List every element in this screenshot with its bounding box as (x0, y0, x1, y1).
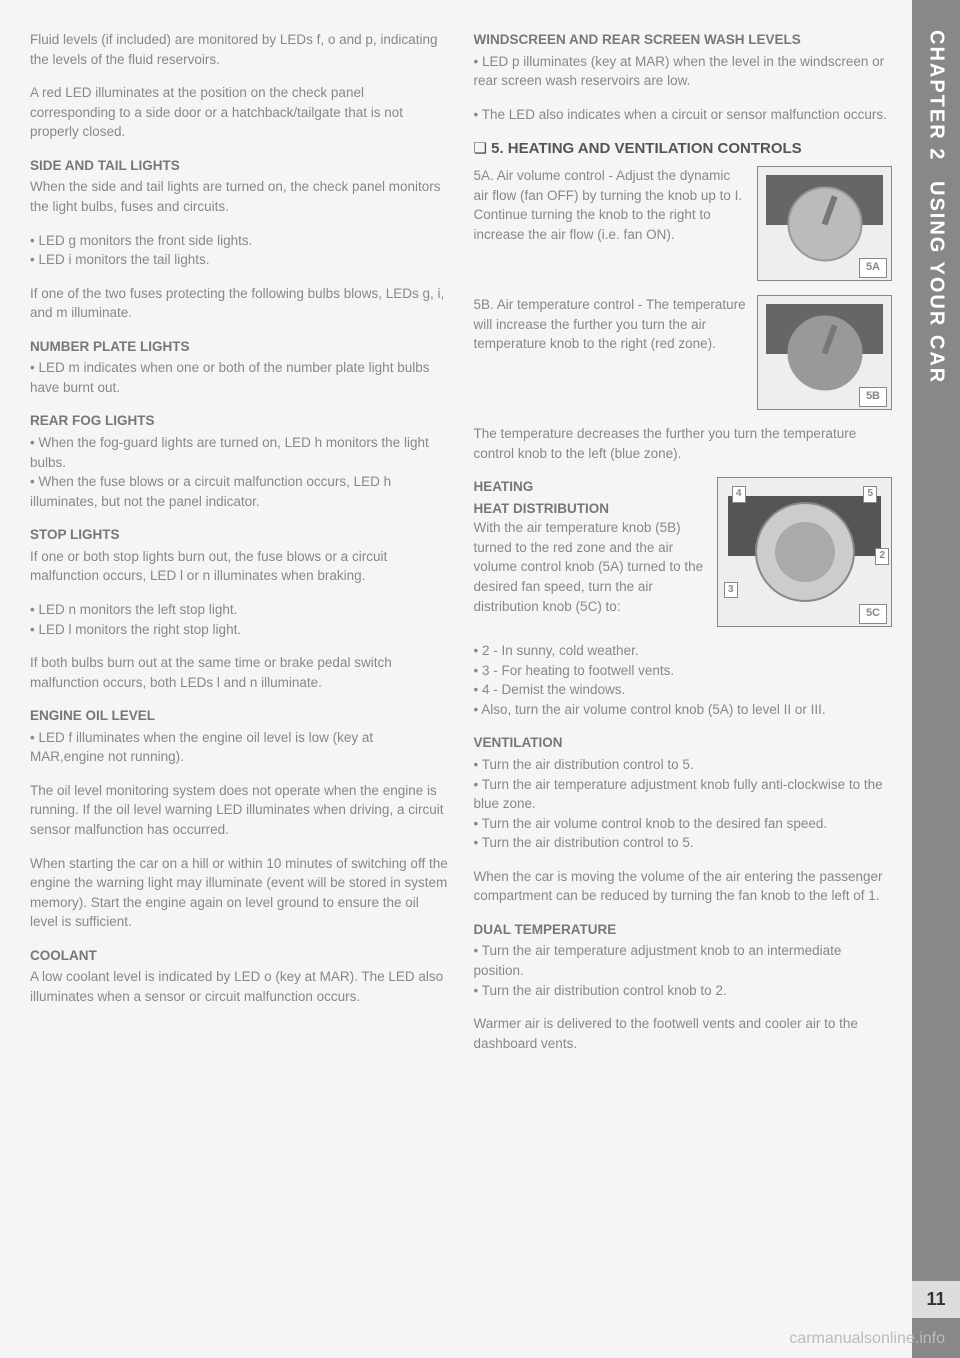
engine-oil-title: ENGINE OIL LEVEL (30, 706, 449, 726)
number-plate-title: NUMBER PLATE LIGHTS (30, 337, 449, 357)
page: Fluid levels (if included) are monitored… (0, 0, 960, 1358)
intro-para-1: Fluid levels (if included) are monitored… (30, 30, 449, 69)
rear-fog-title: REAR FOG LIGHTS (30, 411, 449, 431)
fig-num-2: 2 (875, 548, 889, 565)
side-tail-p2: If one of the two fuses protecting the f… (30, 284, 449, 323)
knob-icon (787, 186, 862, 261)
heating-b2: 3 - For heating to footwell vents. (474, 661, 893, 681)
sidebar-title: USING YOUR CAR (925, 181, 948, 384)
windwash-b2: The LED also indicates when a circuit or… (474, 105, 893, 125)
side-tail-p1: When the side and tail lights are turned… (30, 177, 449, 216)
dualtemp-b1: Turn the air temperature adjustment knob… (474, 941, 893, 980)
engine-oil-p2: When starting the car on a hill or withi… (30, 854, 449, 932)
engine-oil-b1: LED f illuminates when the engine oil le… (30, 728, 449, 767)
figure-5c-label: 5C (859, 604, 887, 624)
vent-p1: When the car is moving the volume of the… (474, 867, 893, 906)
windwash-title: WINDSCREEN AND REAR SCREEN WASH LEVELS (474, 30, 893, 50)
section-5b-cont: The temperature decreases the further yo… (474, 424, 893, 463)
dualtemp-title: DUAL TEMPERATURE (474, 920, 893, 940)
stop-p1: If one or both stop lights burn out, the… (30, 547, 449, 586)
knob-icon (787, 315, 862, 390)
section-5b-text: 5B. Air temperature control - The temper… (474, 295, 748, 354)
section5-heading: 5. HEATING AND VENTILATION CONTROLS (474, 138, 893, 160)
rear-fog-b2: When the fuse blows or a circuit malfunc… (30, 472, 449, 511)
vent-b4: Turn the air distribution control to 5. (474, 833, 893, 853)
rear-fog-b1: When the fog-guard lights are turned on,… (30, 433, 449, 472)
heating-b1: 2 - In sunny, cold weather. (474, 641, 893, 661)
page-number: 11 (912, 1281, 960, 1318)
stop-title: STOP LIGHTS (30, 525, 449, 545)
side-tail-title: SIDE AND TAIL LIGHTS (30, 156, 449, 176)
windwash-b1: LED p illuminates (key at MAR) when the … (474, 52, 893, 91)
fig-num-4: 4 (732, 486, 746, 503)
side-tail-b1: LED g monitors the front side lights. (30, 231, 449, 251)
stop-p2: If both bulbs burn out at the same time … (30, 653, 449, 692)
heating-b4: Also, turn the air volume control knob (… (474, 700, 893, 720)
section-5a-text: 5A. Air volume control - Adjust the dyna… (474, 166, 748, 244)
fig-num-3: 3 (724, 582, 738, 599)
heating-b3: 4 - Demist the windows. (474, 680, 893, 700)
figure-5b-label: 5B (859, 387, 887, 407)
left-column: Fluid levels (if included) are monitored… (30, 30, 449, 1338)
right-column: WINDSCREEN AND REAR SCREEN WASH LEVELS L… (474, 30, 893, 1338)
section-5b: 5B. Air temperature control - The temper… (474, 295, 893, 410)
sidebar: CHAPTER 2 USING YOUR CAR 11 (912, 0, 960, 1358)
vent-b2: Turn the air temperature adjustment knob… (474, 775, 893, 814)
figure-5b: 5B (757, 295, 892, 410)
section-5a: 5A. Air volume control - Adjust the dyna… (474, 166, 893, 281)
heating-title: HEATING (474, 477, 708, 497)
heat-dist-sub: HEAT DISTRIBUTION (474, 499, 708, 519)
intro-para-2: A red LED illuminates at the position on… (30, 83, 449, 142)
large-knob-icon (755, 502, 855, 602)
chapter-label: CHAPTER 2 (925, 30, 948, 161)
content-area: Fluid levels (if included) are monitored… (0, 0, 912, 1358)
ventilation-title: VENTILATION (474, 733, 893, 753)
side-tail-b2: LED i monitors the tail lights. (30, 250, 449, 270)
figure-5a: 5A (757, 166, 892, 281)
coolant-title: COOLANT (30, 946, 449, 966)
heating-section: HEATING HEAT DISTRIBUTION With the air t… (474, 477, 893, 627)
figure-5c: 4 5 2 3 5C (717, 477, 892, 627)
watermark: carmanualsonline.info (789, 1330, 945, 1348)
heating-p1: With the air temperature knob (5B) turne… (474, 518, 708, 616)
engine-oil-p1: The oil level monitoring system does not… (30, 781, 449, 840)
vent-b3: Turn the air volume control knob to the … (474, 814, 893, 834)
fig-num-5: 5 (863, 486, 877, 503)
dualtemp-p1: Warmer air is delivered to the footwell … (474, 1014, 893, 1053)
stop-b2: LED l monitors the right stop light. (30, 620, 449, 640)
number-plate-b1: LED m indicates when one or both of the … (30, 358, 449, 397)
stop-b1: LED n monitors the left stop light. (30, 600, 449, 620)
vent-b1: Turn the air distribution control to 5. (474, 755, 893, 775)
dualtemp-b2: Turn the air distribution control knob t… (474, 981, 893, 1001)
coolant-p1: A low coolant level is indicated by LED … (30, 967, 449, 1006)
figure-5a-label: 5A (859, 258, 887, 278)
